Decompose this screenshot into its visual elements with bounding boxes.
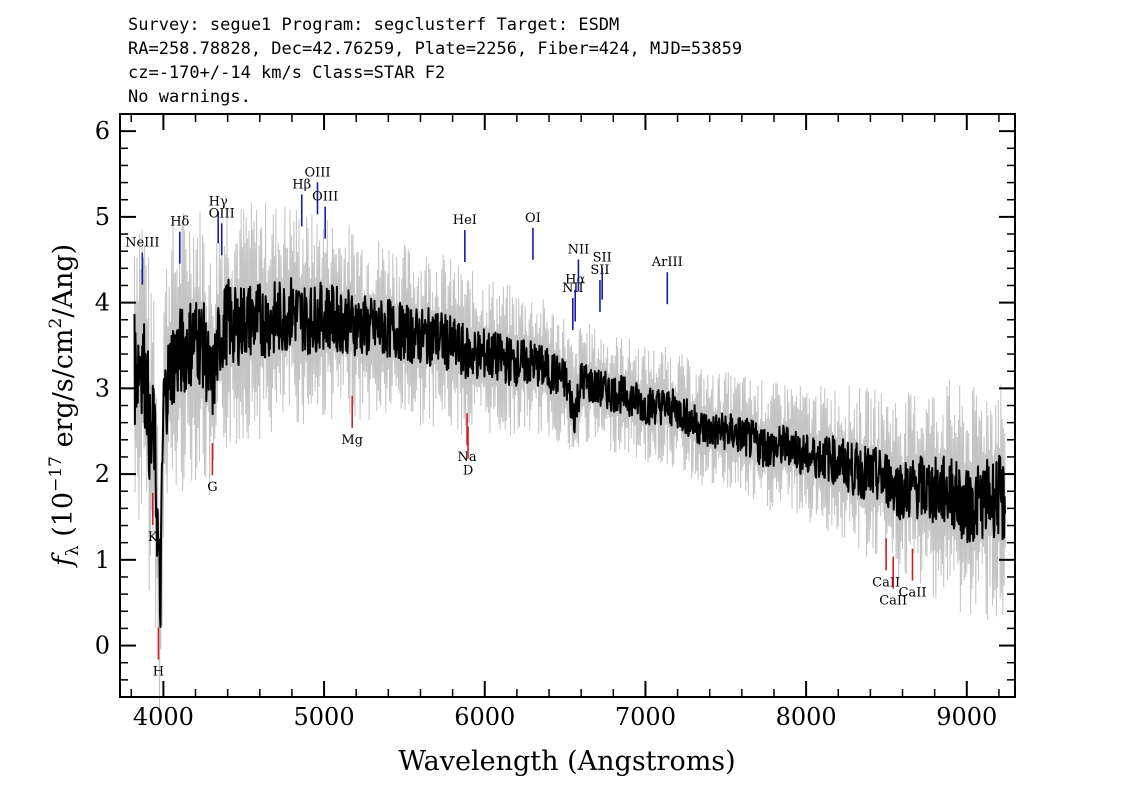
emission-line-label: Hα xyxy=(565,272,585,287)
absorption-line-label: CaII xyxy=(899,586,927,601)
x-tick-label: 9000 xyxy=(936,703,997,731)
x-tick-label: 5000 xyxy=(294,703,355,731)
emission-line-label: OIII xyxy=(312,190,338,205)
emission-line-label: SII xyxy=(590,263,609,278)
emission-line-label: Hβ xyxy=(292,177,311,192)
flux-line xyxy=(133,277,1006,628)
y-tick-label: 2 xyxy=(95,460,110,488)
header-line-4: No warnings. xyxy=(128,87,251,107)
y-tick-label: 6 xyxy=(95,117,110,145)
emission-line-label: NeIII xyxy=(125,236,159,251)
absorption-line-label: CaII xyxy=(879,594,907,609)
axes: 4000 5000 6000 7000 8000 9000 0 1 2 3 4 5 6 xyxy=(95,114,1015,731)
absorption-line-label: H xyxy=(153,665,164,680)
emission-line-label: ArIII xyxy=(651,255,683,270)
absorption-line-label: CaII xyxy=(872,575,900,590)
emission-line-label: OI xyxy=(525,211,541,226)
header-line-1: Survey: segue1 Program: segclusterf Targ… xyxy=(128,15,619,35)
x-tick-label: 6000 xyxy=(454,703,515,731)
x-tick-label: 8000 xyxy=(776,703,837,731)
emission-line-label: NII xyxy=(568,242,590,257)
absorption-line-label: Mg xyxy=(341,433,363,448)
emission-line-label: Hδ xyxy=(170,215,189,230)
x-tick-label: 7000 xyxy=(615,703,676,731)
y-axis-title: fλ (10−17 erg/s/cm2/Ang) xyxy=(46,244,83,568)
header-line-3: cz=-170+/-14 km/s Class=STAR F2 xyxy=(128,63,445,83)
emission-line-label: SII xyxy=(593,251,612,266)
absorption-line-label: G xyxy=(207,480,217,495)
absorption-line-label: D xyxy=(463,464,473,479)
x-tick-label: 4000 xyxy=(133,703,194,731)
y-tick-label: 0 xyxy=(95,632,110,660)
y-tick-label: 3 xyxy=(95,374,110,402)
emission-line-label: Hγ xyxy=(209,194,228,209)
absorption-line-label: Na xyxy=(458,450,477,465)
x-axis-title: Wavelength (Angstroms) xyxy=(398,746,735,777)
y-tick-label: 4 xyxy=(95,289,110,317)
header-line-2: RA=258.78828, Dec=42.76259, Plate=2256, … xyxy=(128,39,742,59)
header-block: Survey: segue1 Program: segclusterf Targ… xyxy=(128,15,742,107)
absorption-line-label: K xyxy=(148,530,158,545)
y-tick-label: 5 xyxy=(95,203,110,231)
emission-line-label: OIII xyxy=(209,206,235,221)
emission-line-label: HeI xyxy=(453,213,477,228)
emission-line-label: OIII xyxy=(304,165,330,180)
y-tick-label: 1 xyxy=(95,546,110,574)
